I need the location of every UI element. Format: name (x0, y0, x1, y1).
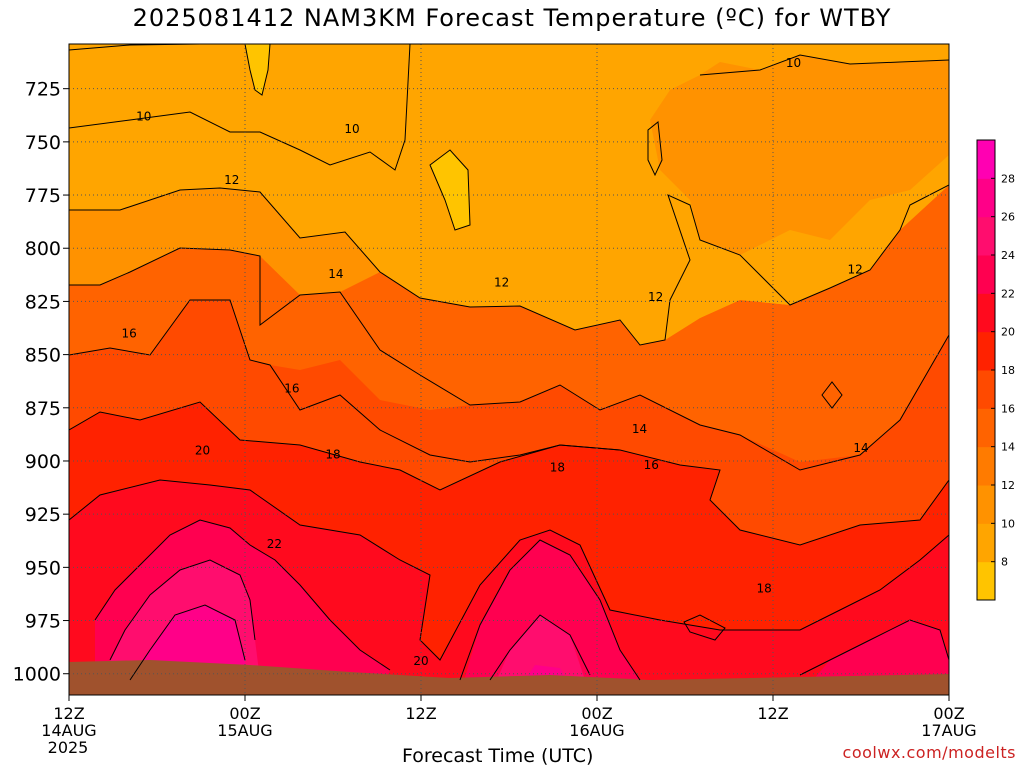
x-axis-title: Forecast Time (UTC) (402, 745, 594, 767)
credit-link[interactable]: coolwx.com/modelts (842, 743, 1016, 762)
x-tick-label: 12Z (405, 704, 436, 723)
colorbar-label: 24 (1001, 249, 1015, 262)
x-tick-label: 14AUG (41, 721, 96, 740)
contour-label: 12 (224, 173, 239, 187)
contour-24 (109, 559, 591, 681)
contour-label: 14 (328, 267, 343, 281)
band-6-8 (245, 44, 470, 230)
band-upper-tongue (69, 44, 410, 170)
contour-label: 10 (786, 56, 801, 70)
plot-frame (68, 43, 950, 696)
y-tick-label: 950 (25, 557, 61, 579)
colorbar-swatch (977, 331, 995, 371)
colorbar-label: 12 (1001, 479, 1015, 492)
colorbar-label: 8 (1001, 556, 1008, 569)
contour-label: 10 (344, 122, 359, 136)
y-tick-label: 900 (25, 451, 61, 473)
x-tick-label: 12Z (757, 704, 788, 723)
colorbar-label: 28 (1001, 172, 1015, 185)
colorbar-swatch (977, 485, 995, 524)
y-tick-label: 925 (25, 504, 61, 526)
contour-label: 18 (325, 448, 340, 462)
colorbar-label: 22 (1001, 287, 1015, 300)
x-tick-label: 16AUG (569, 721, 624, 740)
x-tick-label: 12Z (53, 704, 84, 723)
contour-label: 16 (644, 458, 659, 472)
contour-20 (69, 479, 949, 661)
contour-small-cell (647, 121, 663, 177)
colorbar-swatch (977, 523, 995, 563)
colorbar-swatch (977, 370, 995, 409)
contour-label: 20 (195, 443, 210, 457)
y-tick-label: 850 (25, 345, 61, 367)
colorbar-swatch (977, 178, 995, 218)
colorbar-label: 16 (1001, 402, 1015, 415)
colorbar-label: 20 (1001, 326, 1015, 339)
grid (69, 44, 949, 695)
contour-label: 12 (648, 290, 663, 304)
colorbar-swatch (977, 293, 995, 333)
x-tick-label: 00Z (933, 704, 964, 723)
contour-label: 22 (267, 537, 282, 551)
x-tick-label: 00Z (581, 704, 612, 723)
contour-label: 14 (632, 422, 647, 436)
x-tick-label: 2025 (48, 738, 89, 757)
contour-18 (69, 401, 621, 491)
chart-title: 2025081412 NAM3KM Forecast Temperature (… (132, 4, 892, 32)
contour-label: 12 (847, 263, 862, 277)
contour-14 (69, 247, 949, 471)
contour-8b (429, 149, 471, 231)
contour-label: 20 (413, 654, 428, 668)
contour-26 (129, 604, 246, 681)
colorbar-swatch (977, 408, 995, 448)
y-tick-label: 875 (25, 398, 61, 420)
colorbar-label: 26 (1001, 211, 1015, 224)
x-tick-label: 17AUG (921, 721, 976, 740)
colorbar-swatch (977, 140, 995, 179)
colorbar-swatch (977, 255, 995, 294)
x-tick-label: 15AUG (217, 721, 272, 740)
contour-labels: 10 10 10 12 12 12 12 14 14 14 16 16 16 18 18 18 20 20 22 (121, 56, 868, 668)
contour-label: 18 (550, 460, 565, 474)
contour-10-mid (69, 44, 411, 171)
y-tick-label: 975 (25, 611, 61, 633)
x-tick-label: 00Z (229, 704, 260, 723)
contour-small-cell-2 (821, 381, 843, 409)
contour-8a (244, 44, 271, 96)
y-tick-label: 725 (25, 79, 61, 101)
contour-small-cell-3 (683, 614, 726, 641)
y-tick-label: 1000 (13, 664, 61, 686)
colorbar-label: 18 (1001, 364, 1015, 377)
y-tick-label: 800 (25, 238, 61, 260)
contour-16 (69, 299, 949, 546)
contour-12 (69, 184, 949, 346)
contour-label: 10 (136, 109, 151, 123)
contour-label: 18 (757, 582, 772, 596)
y-tick-label: 775 (25, 185, 61, 207)
ground (69, 660, 949, 695)
contour-label: 12 (494, 275, 509, 289)
y-tick-label: 750 (25, 132, 61, 154)
colorbar-label: 14 (1001, 441, 1015, 454)
band-22-24 (95, 520, 949, 695)
plot-area (69, 44, 949, 695)
contour-label: 14 (853, 441, 868, 455)
colorbar-swatch (977, 561, 995, 601)
colorbar: 8 10 12 14 16 18 20 22 24 26 28 (976, 139, 1015, 601)
contour-label: 16 (121, 326, 136, 340)
y-tick-label: 825 (25, 291, 61, 313)
y-axis: 725 750 775 800 825 850 875 900 925 950 975 1000 (13, 79, 69, 686)
contour-22 (94, 519, 949, 681)
colorbar-swatch (977, 216, 995, 256)
colorbar-label: 10 (1001, 517, 1015, 530)
colorbar-swatch (977, 446, 995, 486)
contour-label: 16 (284, 382, 299, 396)
contour-10-right (699, 54, 949, 76)
